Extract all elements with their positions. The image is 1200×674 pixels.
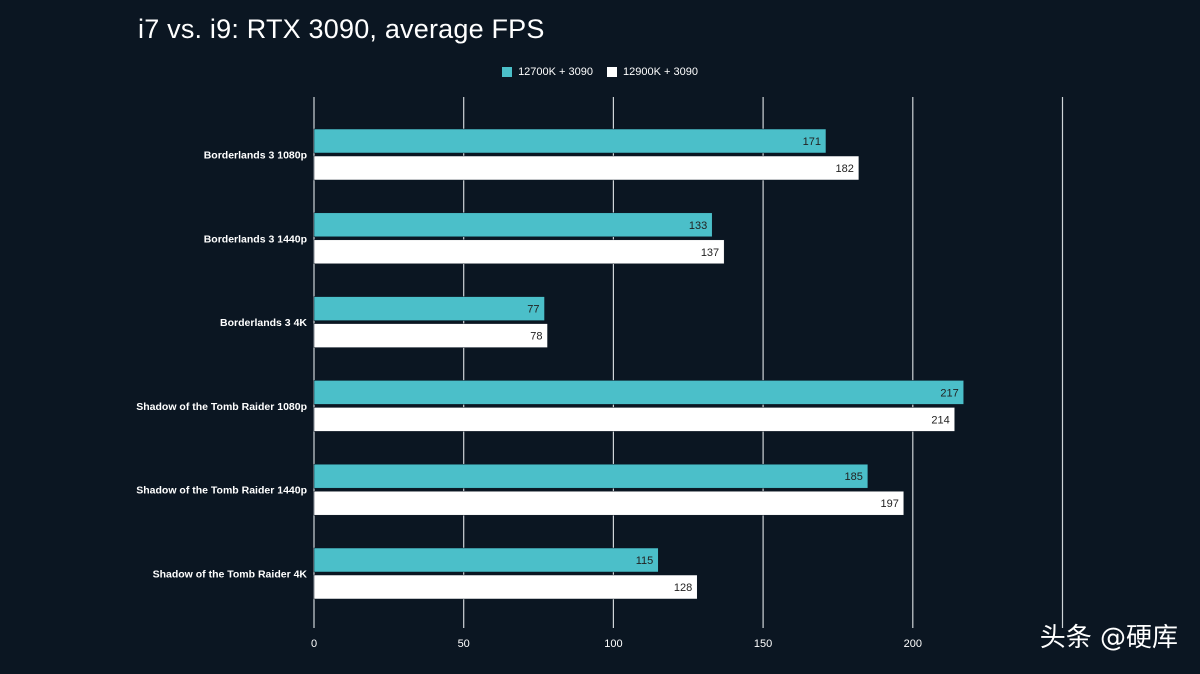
category-label: Shadow of the Tomb Raider 1440p [136,485,307,497]
data-label: 217 [940,387,958,399]
x-tick-label: 0 [311,638,317,650]
legend-label-series-1: 12700K + 3090 [518,66,593,78]
data-label: 214 [931,414,949,426]
chart-title: i7 vs. i9: RTX 3090, average FPS [138,14,545,44]
legend-swatch-series-2 [607,67,617,77]
data-label: 137 [701,247,719,259]
legend-item-series-1: 12700K + 3090 [502,66,593,78]
category-label: Shadow of the Tomb Raider 4K [153,569,308,581]
bar-1-5 [313,547,659,573]
bar-2-3 [313,407,955,432]
bar-2-4 [313,490,905,516]
data-label: 197 [880,498,898,510]
x-tick-label: 100 [604,638,622,650]
data-label: 185 [845,471,863,483]
chart-legend: 12700K + 3090 12900K + 3090 [0,66,1200,78]
legend-swatch-series-1 [502,67,513,77]
category-label: Shadow of the Tomb Raider 1080p [136,401,307,413]
legend-item-series-2: 12900K + 3090 [607,66,698,78]
data-label: 77 [527,304,539,316]
category-label: Borderlands 3 1440p [204,233,307,245]
watermark: 头条 @硬库 [1039,623,1178,653]
data-label: 182 [836,163,854,175]
bar-2-1 [313,239,725,265]
data-label: 128 [674,582,692,594]
x-tick-label: 200 [904,638,922,650]
bar-1-1 [313,212,713,238]
bar-1-3 [313,380,964,405]
bar-2-2 [313,323,548,348]
bar-1-4 [313,463,869,489]
category-label: Borderlands 3 4K [220,317,307,329]
bar-1-2 [313,296,545,321]
bar-1-0 [313,128,827,154]
x-tick-label: 50 [458,638,470,650]
data-label: 133 [689,220,707,232]
data-label: 171 [803,136,821,148]
bar-2-5 [313,574,698,600]
legend-label-series-2: 12900K + 3090 [623,66,698,78]
x-tick-label: 150 [754,638,772,650]
category-label: Borderlands 3 1080p [204,150,307,162]
bar-2-0 [313,155,860,181]
data-label: 78 [530,331,542,343]
data-label: 115 [636,555,654,567]
